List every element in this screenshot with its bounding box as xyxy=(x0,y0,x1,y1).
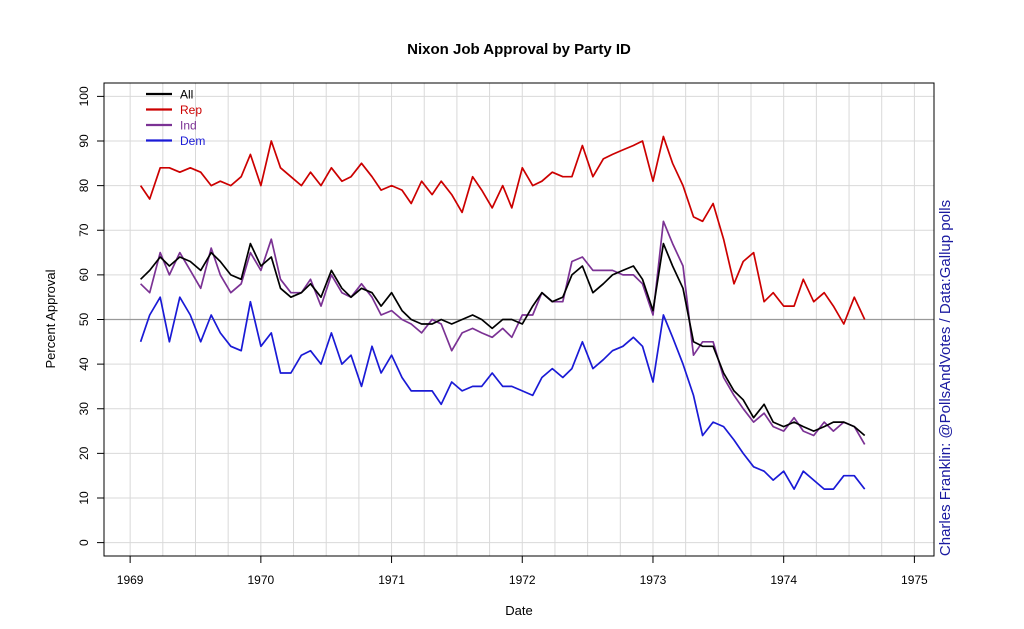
series-line-ind xyxy=(140,220,866,445)
series-layer xyxy=(139,135,866,490)
x-tick-label: 1973 xyxy=(640,573,667,587)
y-tick-label: 30 xyxy=(77,402,91,416)
x-tick-label: 1971 xyxy=(378,573,405,587)
y-tick-label: 20 xyxy=(77,446,91,460)
x-tick-label: 1970 xyxy=(247,573,274,587)
y-tick-label: 0 xyxy=(77,539,91,546)
series-line-dem xyxy=(139,296,866,490)
y-tick-label: 10 xyxy=(77,491,91,505)
legend-label-rep: Rep xyxy=(180,103,202,117)
x-tick-label: 1972 xyxy=(509,573,536,587)
credit-text: Charles Franklin: @PollsAndVotes / Data:… xyxy=(937,200,954,556)
y-tick-label: 100 xyxy=(77,86,91,106)
grid-layer xyxy=(104,83,934,556)
legend-label-dem: Dem xyxy=(180,134,205,148)
x-axis-label: Date xyxy=(505,603,532,618)
series-line-rep xyxy=(139,135,866,325)
y-tick-label: 60 xyxy=(77,268,91,282)
x-tick-label: 1975 xyxy=(901,573,928,587)
y-tick-label: 90 xyxy=(77,134,91,148)
x-tick-label: 1974 xyxy=(770,573,797,587)
axes-layer: 0 10 20 30 40 50 60 70 80 90 100 1969 1970 1971 1972 19… xyxy=(77,86,928,587)
legend-label-all: All xyxy=(180,88,193,102)
y-axis-label: Percent Approval xyxy=(43,269,58,368)
series-line-all xyxy=(140,242,866,437)
y-tick-label: 80 xyxy=(77,179,91,193)
y-tick-label: 50 xyxy=(77,313,91,327)
y-tick-label: 40 xyxy=(77,357,91,371)
y-tick-label: 70 xyxy=(77,223,91,237)
x-tick-label: 1969 xyxy=(117,573,144,587)
chart-title: Nixon Job Approval by Party ID xyxy=(407,41,631,58)
legend-label-ind: Ind xyxy=(180,119,197,133)
